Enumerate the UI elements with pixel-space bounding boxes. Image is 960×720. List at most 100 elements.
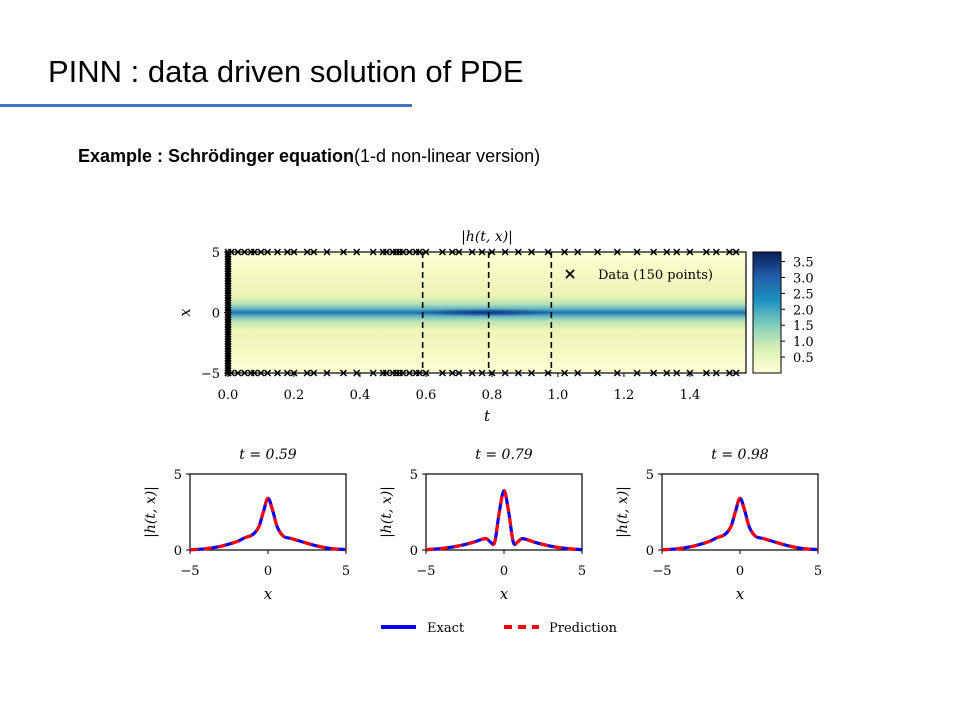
data-point [405,248,413,256]
data-point [234,248,242,256]
legend-exact-label: Exact [427,621,465,636]
y-tick-label: 0 [212,307,220,322]
data-point [264,369,272,377]
data-point [574,248,582,256]
data-point [438,248,446,256]
colorbar-tick-label: 3.0 [793,271,814,286]
data-point [514,248,522,256]
data-point [323,248,331,256]
subplot-x-label: x [264,585,273,603]
line-subplot: −5 0 5 0 5 t = 0.59 x |h(t, x)| [143,447,350,603]
data-point [405,369,413,377]
subplot-title: t = 0.98 [711,447,769,463]
heatmap-x-label: t [484,407,491,425]
data-point [273,248,282,256]
subplot-frame [661,473,819,551]
prediction-line [189,496,347,552]
data-point [468,248,476,256]
data-point [448,369,456,377]
data-point [310,369,318,377]
subplot-y-label: |h(t, x)| [143,486,159,538]
data-point [339,369,348,377]
y-tick-label: 5 [410,468,418,483]
x-tick-label: −5 [416,564,435,579]
x-tick-label: 5 [814,564,822,579]
data-point [438,369,446,377]
data-point [732,248,740,256]
data-point [353,369,361,377]
data-point [501,248,509,256]
data-point [613,248,621,256]
data-point [422,248,430,256]
data-point [663,369,671,377]
data-point [264,248,272,256]
data-point [303,248,311,256]
data-point [273,369,282,377]
legend-data-label: Data (150 points) [598,268,713,283]
data-point [561,248,569,256]
subplot-y-label: |h(t, x)| [379,486,395,538]
data-point [415,369,423,377]
data-point [399,369,407,377]
x-tick-label: 5 [578,564,586,579]
colorbar-tick-label: 2.5 [793,287,814,302]
prediction-line [425,489,583,552]
subtitle-rest: (1-d non-linear version) [354,146,541,166]
data-point [528,248,536,256]
data-point [712,369,720,377]
x-tick-label: 1.4 [680,388,701,403]
data-point [514,369,522,377]
data-point [353,248,361,256]
colorbar [752,251,782,374]
data-point [686,248,694,256]
legend-prediction-label: Prediction [549,621,618,636]
y-tick-label: 0 [174,544,182,559]
colorbar-tick-label: 2.0 [793,303,814,318]
data-point [488,248,496,256]
x-tick-label: −5 [652,564,671,579]
data-point [650,369,658,377]
colorbar-tick-label: 1.0 [793,335,814,350]
data-point [323,369,331,377]
data-point [257,369,265,377]
data-point [544,369,552,377]
data-point [455,369,463,377]
data-point [310,248,318,256]
data-point [448,248,456,256]
data-point [501,369,509,377]
data-point [283,369,291,377]
data-point [415,248,423,256]
data-point [250,369,258,377]
data-point [633,369,641,377]
y-tick-label: 0 [646,544,654,559]
data-point [673,248,681,256]
legend-data-marker [565,269,575,279]
subplot-x-label: x [736,585,745,603]
data-point [712,248,720,256]
slide-subtitle: Example : Schrödinger equation(1-d non-l… [78,146,540,167]
x-tick-label: −5 [180,564,199,579]
subplot-x-label: x [500,585,509,603]
subplot-frame [189,473,347,551]
y-tick-label: −5 [201,367,220,382]
y-tick-label: 5 [174,468,182,483]
data-point [290,248,298,256]
line-subplot: −5 0 5 0 5 t = 0.98 x |h(t, x)| [615,447,822,603]
data-point [339,248,348,256]
x-tick-label: 1.0 [548,388,569,403]
data-point [399,248,407,256]
heatmap-peak-region [415,308,556,317]
x-tick-label: 0 [500,564,508,579]
prediction-line [661,496,819,552]
data-point [725,248,734,256]
data-point [574,369,582,377]
y-tick-label: 5 [646,468,654,483]
data-point [732,369,740,377]
subplot-frame [425,473,583,551]
data-point [240,248,249,256]
data-point [593,369,602,377]
x-tick-label: 0 [264,564,272,579]
y-tick-label: 0 [410,544,418,559]
line-subplot: −5 0 5 0 5 t = 0.79 x |h(t, x)| [379,447,586,603]
